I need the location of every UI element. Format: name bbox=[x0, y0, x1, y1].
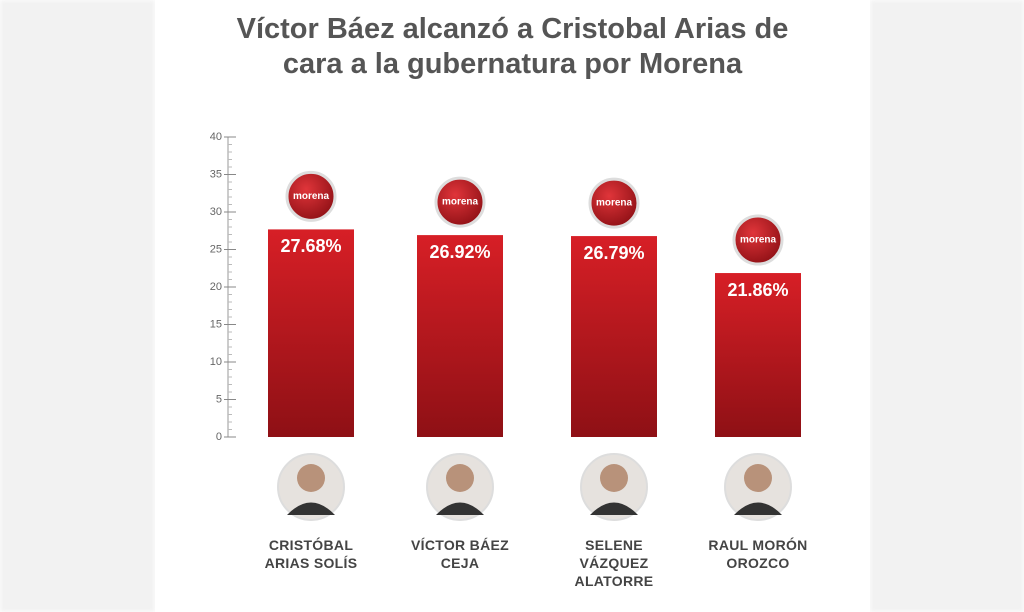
photo-body bbox=[734, 502, 782, 515]
badge bbox=[732, 214, 784, 266]
value-label: 26.79% bbox=[583, 243, 644, 263]
badge-label: morena bbox=[596, 198, 633, 209]
photo-body bbox=[590, 502, 638, 515]
blurred-background bbox=[870, 0, 1024, 612]
badge-label: morena bbox=[293, 191, 330, 202]
badge-label: morena bbox=[740, 235, 777, 246]
badge bbox=[434, 176, 486, 228]
photo-head bbox=[446, 464, 474, 492]
badge bbox=[285, 170, 337, 222]
bar bbox=[417, 235, 503, 437]
y-tick-label: 5 bbox=[216, 393, 222, 405]
chart-title: Víctor Báez alcanzó a Cristobal Arias de… bbox=[236, 13, 789, 80]
photo-body bbox=[287, 502, 335, 515]
badge bbox=[588, 177, 640, 229]
photo-head bbox=[297, 464, 325, 492]
y-tick-label: 10 bbox=[210, 356, 222, 368]
bar bbox=[715, 273, 801, 437]
y-tick-label: 40 bbox=[210, 131, 222, 143]
value-label: 26.92% bbox=[429, 242, 490, 262]
y-tick-label: 30 bbox=[210, 206, 222, 218]
value-label: 21.86% bbox=[727, 280, 788, 300]
candidate-name: CRISTÓBAL ARIAS SOLÍS bbox=[264, 537, 358, 571]
photo-head bbox=[744, 464, 772, 492]
candidate-name: RAUL MORÓN OROZCO bbox=[708, 537, 808, 571]
photo-head bbox=[600, 464, 628, 492]
candidate-name: VÍCTOR BÁEZ CEJA bbox=[411, 537, 509, 571]
y-tick-label: 15 bbox=[210, 318, 222, 330]
candidate-name: SELENE VÁZQUEZ ALATORRE bbox=[574, 537, 654, 589]
bar bbox=[268, 229, 354, 437]
y-tick-label: 20 bbox=[210, 281, 222, 293]
y-tick-label: 25 bbox=[210, 243, 222, 255]
y-tick-label: 0 bbox=[216, 431, 222, 443]
value-label: 27.68% bbox=[280, 236, 341, 256]
badge-label: morena bbox=[442, 197, 479, 208]
blurred-background bbox=[0, 0, 155, 612]
y-tick-label: 35 bbox=[210, 168, 222, 180]
bar bbox=[571, 236, 657, 437]
photo-body bbox=[436, 502, 484, 515]
